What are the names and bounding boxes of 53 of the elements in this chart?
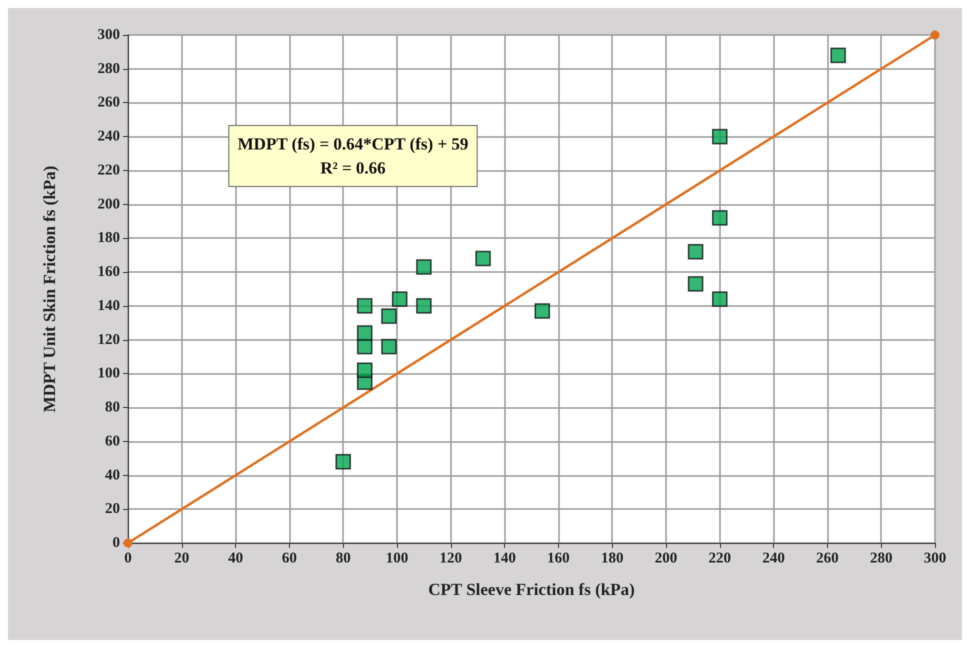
x-tick-label: 180 (600, 550, 624, 566)
y-tick-label: 140 (98, 298, 120, 314)
point (930, 30, 940, 40)
y-tick-label: 0 (112, 535, 120, 551)
y-tick-label: 40 (105, 467, 120, 484)
point (688, 244, 704, 260)
point (356, 362, 372, 378)
x-tick-label: 20 (174, 550, 190, 566)
point (356, 298, 372, 314)
point (712, 291, 728, 307)
point (392, 291, 408, 307)
y-tick-label: 260 (98, 94, 120, 111)
x-tick-label: 240 (762, 550, 785, 566)
point (830, 48, 846, 64)
x-tick-label: 260 (816, 550, 839, 566)
x-tick-label: 140 (493, 550, 516, 566)
y-tick-label: 120 (98, 332, 120, 348)
x-tick-label: 100 (386, 550, 408, 566)
y-tick-label: 280 (98, 60, 120, 77)
y-tick-label: 20 (105, 501, 120, 518)
x-tick-label: 0 (124, 550, 132, 566)
point (712, 210, 728, 226)
point (534, 303, 550, 319)
point (688, 276, 704, 292)
point (475, 250, 491, 266)
point (335, 454, 351, 470)
x-tick-label: 160 (547, 550, 570, 566)
y-tick-label: 180 (98, 230, 120, 246)
annotation: MDPT (fs) = 0.64*CPT (fs) + 59 R² = 0.66 (238, 134, 468, 178)
y-tick-label: 80 (105, 400, 120, 416)
x-tick-label: 40 (228, 550, 244, 566)
y-tick-label: 100 (98, 366, 120, 382)
x-axis-title: CPT Sleeve Friction fs (kPa) (428, 580, 635, 599)
y-axis-title: MDPT Unit Skin Friction fs (kPa) (40, 166, 59, 412)
y-tick-label: 300 (98, 27, 120, 43)
x-tick-label: 80 (336, 550, 351, 566)
point (356, 325, 372, 341)
point (712, 128, 728, 144)
x-tick-label: 300 (924, 550, 946, 566)
point (416, 259, 432, 275)
y-tick-label: 160 (98, 264, 120, 280)
x-tick-label: 120 (440, 550, 462, 566)
x-tick-label: 200 (654, 550, 678, 566)
x-tick-label: 280 (870, 550, 892, 566)
point (416, 298, 432, 314)
y-tick-label: 220 (98, 162, 120, 178)
y-tick-label: 200 (98, 196, 120, 212)
point (381, 308, 397, 324)
point (381, 338, 397, 354)
x-tick-label: 60 (282, 550, 297, 566)
y-tick-label: 240 (98, 128, 120, 145)
x-tick-label: 220 (708, 550, 732, 566)
y-tick-label: 60 (105, 433, 120, 450)
